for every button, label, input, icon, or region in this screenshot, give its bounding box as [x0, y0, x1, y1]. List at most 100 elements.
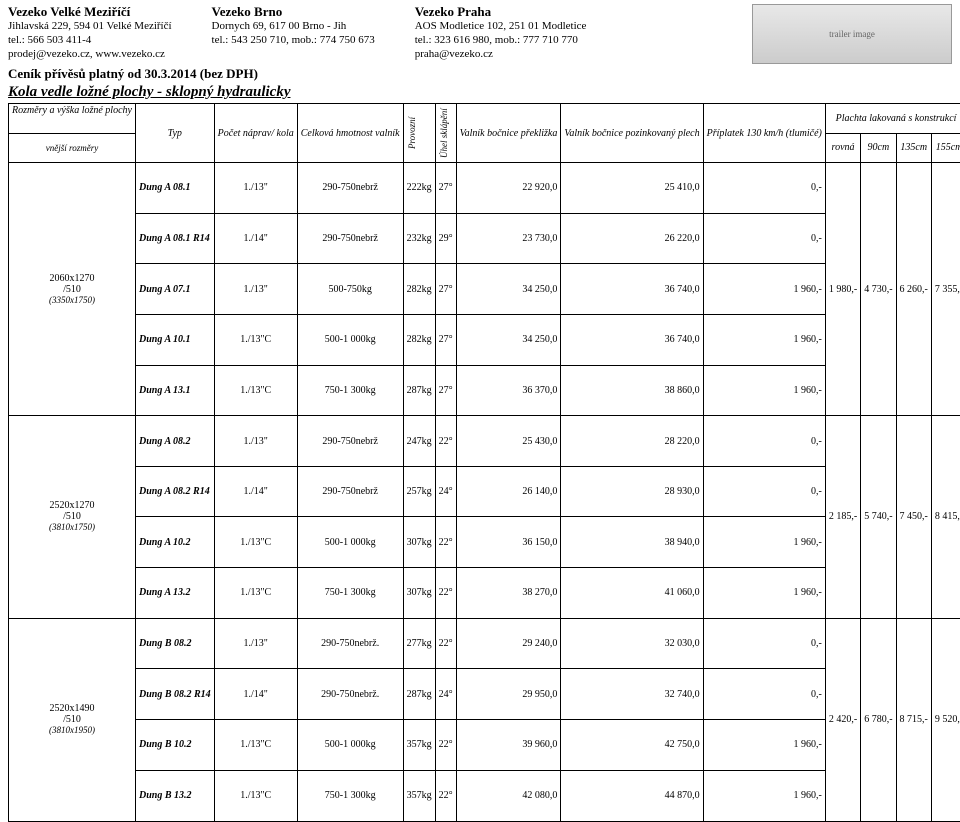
- cell-plech: 36 740,0: [561, 314, 703, 365]
- cell-typ: Dung A 10.2: [135, 517, 214, 568]
- cell-hmot: 290-750nebrž: [297, 416, 403, 467]
- cell-hmot: 290-750nebrž: [297, 466, 403, 517]
- cell-plech: 41 060,0: [561, 568, 703, 619]
- cell-prov: 287kg: [403, 365, 435, 416]
- th-bocn: Valník bočnice překližka: [456, 104, 561, 163]
- th-kola: Počet náprav/ kola: [214, 104, 297, 163]
- cell-bocn: 39 960,0: [456, 720, 561, 771]
- cell-typ: Dung A 13.2: [135, 568, 214, 619]
- th-plachta: Plachta lakovaná s konstrukcí: [825, 104, 960, 134]
- cell-prip: 0,-: [703, 466, 825, 517]
- cell-hmot: 290-750nebrž: [297, 163, 403, 214]
- pricelist-date: Ceník přívěsů platný od 30.3.2014 (bez D…: [8, 66, 952, 82]
- cell-prov: 357kg: [403, 720, 435, 771]
- loc-addr: Dornych 69, 617 00 Brno - Jih: [212, 20, 375, 34]
- cell-prov: 307kg: [403, 517, 435, 568]
- cell-prov: 232kg: [403, 213, 435, 264]
- cell-kola: 1./13": [214, 618, 297, 669]
- th-uhel: Úhel sklápění: [435, 104, 456, 163]
- plachta-c135: 6 260,-: [896, 163, 931, 416]
- th-90: 90cm: [861, 133, 896, 163]
- cell-typ: Dung B 08.2: [135, 618, 214, 669]
- plachta-rovna: 2 420,-: [825, 618, 860, 821]
- cell-kola: 1./14": [214, 669, 297, 720]
- plachta-c135: 7 450,-: [896, 416, 931, 619]
- cell-prip: 0,-: [703, 163, 825, 214]
- cell-kola: 1./13"C: [214, 314, 297, 365]
- cell-plech: 25 410,0: [561, 163, 703, 214]
- cell-kola: 1./13": [214, 264, 297, 315]
- cell-plech: 42 750,0: [561, 720, 703, 771]
- plachta-c90: 4 730,-: [861, 163, 896, 416]
- cell-kola: 1./13": [214, 163, 297, 214]
- trailer-photo: trailer image: [752, 4, 952, 64]
- loc-tel: tel.: 323 616 980, mob.: 777 710 770: [415, 34, 587, 48]
- dim-cell: 2520x1270/510(3810x1750): [9, 416, 136, 619]
- cell-plech: 28 930,0: [561, 466, 703, 517]
- cell-hmot: 750-1 300kg: [297, 568, 403, 619]
- th-rovna: rovná: [825, 133, 860, 163]
- cell-uhel: 22°: [435, 618, 456, 669]
- loc-name: Vezeko Velké Meziříčí: [8, 4, 172, 20]
- cell-plech: 26 220,0: [561, 213, 703, 264]
- th-typ: Typ: [135, 104, 214, 163]
- loc-mail: prodej@vezeko.cz, www.vezeko.cz: [8, 48, 172, 62]
- cell-plech: 32 030,0: [561, 618, 703, 669]
- cell-prip: 1 960,-: [703, 568, 825, 619]
- th-plech: Valník bočnice pozinkovaný plech: [561, 104, 703, 163]
- cell-typ: Dung A 08.1 R14: [135, 213, 214, 264]
- plachta-c155: 9 520,-: [931, 618, 960, 821]
- cell-typ: Dung A 08.2 R14: [135, 466, 214, 517]
- plachta-c90: 6 780,-: [861, 618, 896, 821]
- header: Vezeko Velké Meziříčí Jihlavská 229, 594…: [8, 4, 952, 64]
- loc-name: Vezeko Praha: [415, 4, 587, 20]
- cell-plech: 28 220,0: [561, 416, 703, 467]
- cell-uhel: 27°: [435, 314, 456, 365]
- cell-kola: 1./13"C: [214, 720, 297, 771]
- th-prov: Provozní: [403, 104, 435, 163]
- plachta-rovna: 2 185,-: [825, 416, 860, 619]
- th-hmot: Celková hmotnost valník: [297, 104, 403, 163]
- cell-prov: 357kg: [403, 770, 435, 821]
- cell-kola: 1./13"C: [214, 770, 297, 821]
- cell-typ: Dung A 08.2: [135, 416, 214, 467]
- cell-uhel: 24°: [435, 669, 456, 720]
- cell-hmot: 500-1 000kg: [297, 720, 403, 771]
- cell-bocn: 38 270,0: [456, 568, 561, 619]
- plachta-c155: 8 415,-: [931, 416, 960, 619]
- cell-typ: Dung A 10.1: [135, 314, 214, 365]
- th-prip: Příplatek 130 km/h (tlumičé): [703, 104, 825, 163]
- location-vm: Vezeko Velké Meziříčí Jihlavská 229, 594…: [8, 4, 172, 64]
- loc-addr: AOS Modletice 102, 251 01 Modletice: [415, 20, 587, 34]
- cell-uhel: 24°: [435, 466, 456, 517]
- cell-bocn: 23 730,0: [456, 213, 561, 264]
- cell-prip: 1 960,-: [703, 770, 825, 821]
- cell-typ: Dung A 07.1: [135, 264, 214, 315]
- location-brno: Vezeko Brno Dornych 69, 617 00 Brno - Ji…: [212, 4, 375, 64]
- plachta-c90: 5 740,-: [861, 416, 896, 619]
- cell-prip: 0,-: [703, 669, 825, 720]
- cell-bocn: 22 920,0: [456, 163, 561, 214]
- plachta-c155: 7 355,-: [931, 163, 960, 416]
- cell-prip: 1 960,-: [703, 264, 825, 315]
- cell-kola: 1./13"C: [214, 568, 297, 619]
- cell-plech: 44 870,0: [561, 770, 703, 821]
- cell-typ: Dung A 08.1: [135, 163, 214, 214]
- cell-prip: 0,-: [703, 213, 825, 264]
- cell-typ: Dung B 13.2: [135, 770, 214, 821]
- cell-uhel: 22°: [435, 568, 456, 619]
- th-135: 135cm: [896, 133, 931, 163]
- cell-prov: 277kg: [403, 618, 435, 669]
- th-155: 155cm: [931, 133, 960, 163]
- cell-hmot: 750-1 300kg: [297, 365, 403, 416]
- cell-hmot: 290-750nebrž.: [297, 669, 403, 720]
- cell-typ: Dung B 10.2: [135, 720, 214, 771]
- cell-typ: Dung B 08.2 R14: [135, 669, 214, 720]
- cell-prov: 287kg: [403, 669, 435, 720]
- cell-uhel: 29°: [435, 213, 456, 264]
- cell-uhel: 27°: [435, 365, 456, 416]
- cell-bocn: 36 150,0: [456, 517, 561, 568]
- cell-bocn: 29 240,0: [456, 618, 561, 669]
- cell-kola: 1./13"C: [214, 365, 297, 416]
- cell-prov: 247kg: [403, 416, 435, 467]
